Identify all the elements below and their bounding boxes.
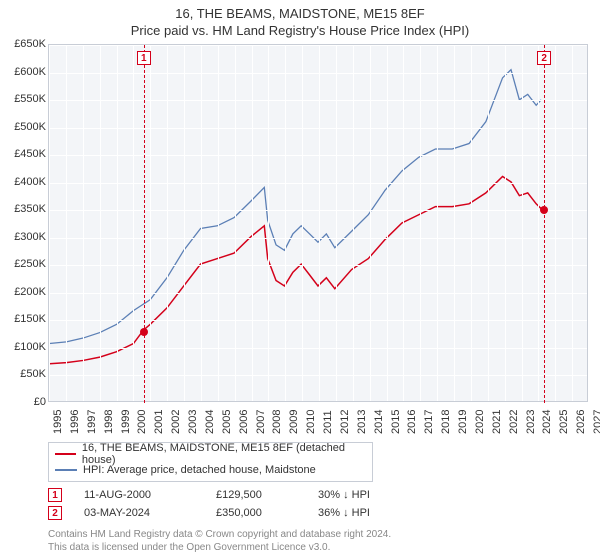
x-axis-label: 2012	[339, 410, 351, 434]
legend-row: 16, THE BEAMS, MAIDSTONE, ME15 8EF (deta…	[55, 446, 366, 462]
y-axis-label: £0	[2, 396, 46, 408]
x-axis-label: 2001	[153, 410, 165, 434]
x-axis-label: 2019	[457, 410, 469, 434]
x-axis-label: 2016	[406, 410, 418, 434]
x-axis-label: 2003	[187, 410, 199, 434]
x-axis-label: 1999	[120, 410, 132, 434]
footer-line-2: This data is licensed under the Open Gov…	[48, 541, 588, 554]
x-axis-label: 2009	[288, 410, 300, 434]
x-axis-label: 1995	[52, 410, 64, 434]
event-price: £129,500	[216, 489, 296, 501]
chart-marker-2: 2	[537, 51, 551, 65]
legend-swatch-property	[55, 453, 76, 455]
event-row: 1 11-AUG-2000 £129,500 30% ↓ HPI	[48, 486, 588, 504]
x-axis-label: 2013	[356, 410, 368, 434]
event-price: £350,000	[216, 507, 296, 519]
y-axis-label: £600K	[2, 66, 46, 78]
legend-box: 16, THE BEAMS, MAIDSTONE, ME15 8EF (deta…	[48, 442, 373, 482]
x-axis-label: 2026	[575, 410, 587, 434]
x-axis-label: 2017	[423, 410, 435, 434]
x-axis-label: 2008	[271, 410, 283, 434]
y-axis-label: £550K	[2, 93, 46, 105]
title-address: 16, THE BEAMS, MAIDSTONE, ME15 8EF	[0, 6, 600, 21]
x-axis-label: 2002	[170, 410, 182, 434]
footer-line-1: Contains HM Land Registry data © Crown c…	[48, 528, 588, 541]
event-marker-2: 2	[48, 506, 62, 520]
legend-swatch-hpi	[55, 469, 77, 471]
footer-notice: Contains HM Land Registry data © Crown c…	[48, 528, 588, 554]
legend-label-hpi: HPI: Average price, detached house, Maid…	[83, 464, 316, 476]
chart-marker-1: 1	[137, 51, 151, 65]
x-axis-label: 2006	[238, 410, 250, 434]
event-pct: 30% ↓ HPI	[318, 489, 428, 501]
x-axis-label: 1996	[69, 410, 81, 434]
events-table: 1 11-AUG-2000 £129,500 30% ↓ HPI 2 03-MA…	[48, 486, 588, 522]
y-axis-label: £50K	[2, 368, 46, 380]
x-axis-label: 2020	[474, 410, 486, 434]
chart-container: 16, THE BEAMS, MAIDSTONE, ME15 8EF Price…	[0, 0, 600, 560]
y-axis-label: £150K	[2, 313, 46, 325]
legend-label-property: 16, THE BEAMS, MAIDSTONE, ME15 8EF (deta…	[82, 442, 366, 466]
y-axis-label: £100K	[2, 341, 46, 353]
x-axis-label: 2011	[322, 410, 334, 434]
title-block: 16, THE BEAMS, MAIDSTONE, ME15 8EF Price…	[0, 0, 600, 38]
x-axis-label: 2004	[204, 410, 216, 434]
y-axis-label: £450K	[2, 148, 46, 160]
x-axis-label: 2018	[440, 410, 452, 434]
event-date: 03-MAY-2024	[84, 507, 194, 519]
x-axis-label: 2024	[541, 410, 553, 434]
x-axis-label: 2010	[305, 410, 317, 434]
x-axis-label: 1998	[103, 410, 115, 434]
x-axis-label: 2021	[491, 410, 503, 434]
y-axis-label: £200K	[2, 286, 46, 298]
y-axis-label: £650K	[2, 38, 46, 50]
title-subtitle: Price paid vs. HM Land Registry's House …	[0, 23, 600, 38]
x-axis-label: 1997	[86, 410, 98, 434]
x-axis-label: 2023	[525, 410, 537, 434]
chart-plot-area: 12	[48, 44, 588, 402]
x-axis-label: 2005	[221, 410, 233, 434]
x-axis-label: 2007	[255, 410, 267, 434]
event-date: 11-AUG-2000	[84, 489, 194, 501]
y-axis-label: £400K	[2, 176, 46, 188]
y-axis-label: £250K	[2, 258, 46, 270]
event-row: 2 03-MAY-2024 £350,000 36% ↓ HPI	[48, 504, 588, 522]
event-pct: 36% ↓ HPI	[318, 507, 428, 519]
x-axis-label: 2025	[558, 410, 570, 434]
x-axis-label: 2022	[508, 410, 520, 434]
event-marker-1: 1	[48, 488, 62, 502]
x-axis-label: 2000	[136, 410, 148, 434]
y-axis-label: £500K	[2, 121, 46, 133]
y-axis-label: £300K	[2, 231, 46, 243]
y-axis-label: £350K	[2, 203, 46, 215]
x-axis-label: 2014	[373, 410, 385, 434]
x-axis-label: 2027	[592, 410, 600, 434]
x-axis-label: 2015	[390, 410, 402, 434]
